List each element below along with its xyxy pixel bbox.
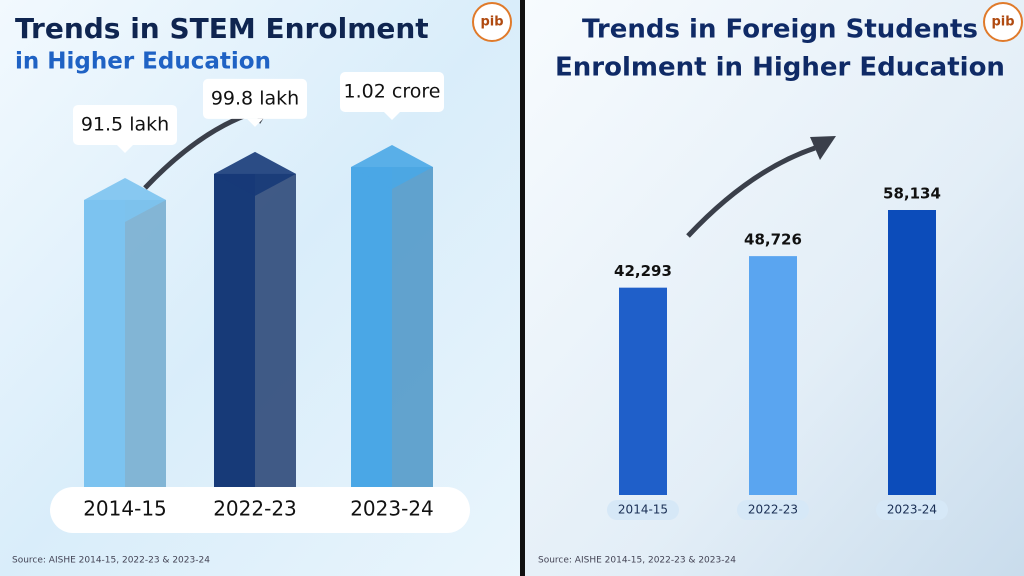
- bar-front: [351, 167, 392, 487]
- label-box: [73, 104, 177, 145]
- label-pointer: [384, 112, 400, 120]
- bar-side: [255, 173, 296, 487]
- bar-side: [125, 199, 166, 488]
- label-box: [203, 78, 307, 119]
- bar: [351, 145, 433, 487]
- value-label: 99.8 lakh: [211, 87, 299, 109]
- x-tick-label: 2022-23: [748, 503, 798, 517]
- x-tick-label: 2014-15: [83, 497, 167, 521]
- bar-side: [392, 167, 433, 487]
- bar-top: [351, 145, 433, 189]
- bar: [749, 256, 797, 495]
- bar-top: [214, 151, 296, 196]
- category-pill: [876, 500, 948, 520]
- logo-circle: [983, 2, 1023, 42]
- value-label: 58,134: [883, 185, 941, 203]
- source: Source: AISHE 2014-15, 2022-23 & 2023-24: [12, 556, 210, 566]
- value-label: 42,293: [614, 262, 672, 280]
- x-tick-label: 2014-15: [618, 503, 668, 517]
- label-pointer: [117, 144, 133, 153]
- bar: [214, 151, 296, 487]
- bar: [888, 210, 936, 495]
- label-box: [340, 72, 444, 112]
- source: Source: AISHE 2014-15, 2022-23 & 2023-24: [538, 556, 736, 566]
- bar-top: [84, 177, 166, 222]
- bar-side-shade: [255, 173, 296, 487]
- value-label: 91.5 lakh: [81, 113, 169, 135]
- chart-subtitle: in Higher Education: [15, 49, 271, 75]
- bar: [84, 177, 166, 488]
- category-band: [50, 487, 470, 533]
- trend-arrow: [686, 145, 816, 238]
- value-label: 48,726: [744, 231, 802, 249]
- bar-side-shade: [125, 199, 166, 488]
- bar: [619, 287, 667, 495]
- x-tick-label: 2023-24: [887, 503, 937, 517]
- bar-front: [214, 173, 255, 487]
- logo-circle: [472, 2, 512, 42]
- category-pill: [607, 500, 679, 520]
- x-tick-label: 2023-24: [350, 497, 434, 521]
- logo: pib: [480, 15, 503, 30]
- arrow-head: [810, 136, 836, 160]
- value-label: 1.02 crore: [344, 81, 441, 103]
- bar-side-shade: [392, 167, 433, 487]
- chart-title: Trends in STEM Enrolment: [15, 12, 429, 45]
- chart-subtitle: Enrolment in Higher Education: [555, 53, 1005, 83]
- bar-front: [84, 199, 125, 488]
- chart-title: Trends in Foreign Students: [582, 15, 978, 45]
- label-pointer: [247, 118, 263, 127]
- category-pill: [737, 500, 809, 520]
- logo: pib: [991, 15, 1014, 30]
- x-tick-label: 2022-23: [213, 497, 297, 521]
- divider: [520, 0, 525, 576]
